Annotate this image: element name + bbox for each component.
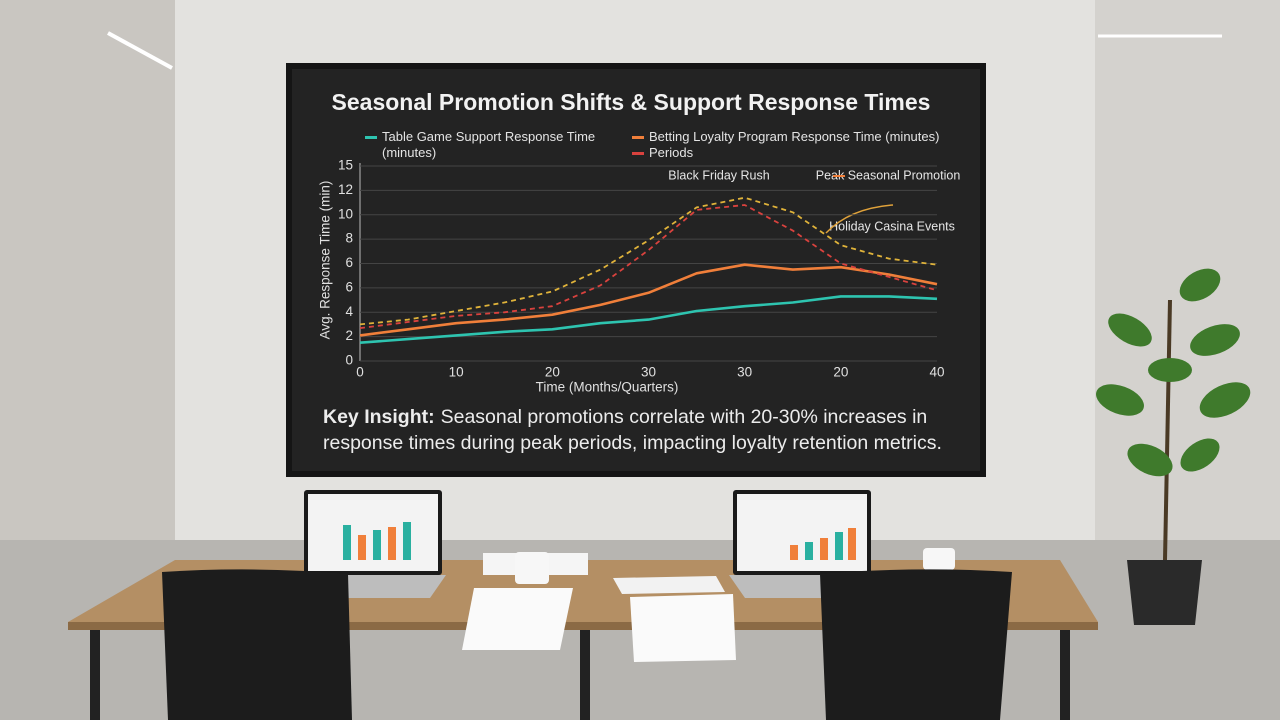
annotation: Holiday Casina Events (829, 219, 955, 233)
laptop-screen (737, 494, 867, 571)
plant-leaves (1096, 268, 1251, 477)
annotation: Peak Seasonal Promotion (816, 168, 961, 182)
laptop-bar (343, 525, 351, 560)
legend-label: Table Game Support Response Time (minute… (382, 129, 596, 160)
laptop-bar (790, 545, 798, 560)
y-tick-label: 4 (345, 304, 353, 319)
y-tick-label: 12 (338, 182, 353, 197)
legend-item: Table Game Support Response Time (minute… (365, 129, 605, 161)
x-tick-label: 40 (929, 365, 944, 380)
laptop-bar (805, 542, 813, 560)
laptop-bar (835, 532, 843, 560)
annotation: Black Friday Rush (668, 168, 769, 182)
legend-swatch (365, 136, 377, 139)
y-tick-label: 6 (345, 255, 353, 270)
key-insight: Key Insight: Seasonal promotions correlat… (323, 404, 973, 456)
legend-item: Periods (632, 145, 832, 161)
desk-leg (90, 630, 100, 720)
desk-edge (68, 622, 1098, 630)
chair (162, 569, 352, 720)
left-wall (0, 0, 175, 560)
laptop-bar (403, 522, 411, 560)
plant-pot (1127, 560, 1202, 625)
y-tick-label: 6 (345, 279, 353, 294)
series-line (359, 263, 938, 337)
legend-label: Periods (649, 145, 694, 160)
desk-leg (580, 630, 590, 720)
laptop-bar (388, 527, 396, 560)
laptop-bar (820, 538, 828, 560)
series-line (359, 196, 938, 326)
insight-text: Seasonal promotions correlate with 20-30… (323, 406, 942, 454)
legend-swatch (632, 152, 644, 155)
document (613, 576, 725, 594)
cup (923, 548, 955, 570)
series-line (359, 295, 938, 344)
y-tick-label: 8 (345, 231, 353, 246)
y-tick-label: 0 (345, 353, 353, 368)
y-tick-label: 10 (338, 206, 353, 221)
chair (820, 569, 1012, 720)
chart-title: Seasonal Promotion Shifts & Support Resp… (332, 89, 931, 115)
x-tick-label: 20 (833, 365, 848, 380)
x-tick-label: 30 (641, 365, 656, 380)
annotation-arrow (825, 204, 894, 234)
plant-stem (1163, 299, 1172, 561)
document (630, 594, 736, 662)
legend-item: Betting Loyalty Program Response Time (m… (632, 129, 952, 145)
y-tick-label: 2 (345, 328, 353, 343)
y-axis-label: Avg. Response Time (min) (318, 181, 333, 340)
x-tick-label: 20 (545, 365, 560, 380)
legend-label: Betting Loyalty Program Response Time (m… (649, 129, 940, 144)
cup (515, 552, 549, 584)
laptop-bar (358, 535, 366, 560)
desk-leg (1060, 630, 1070, 720)
laptop-bar (373, 530, 381, 560)
ceiling-light (107, 31, 173, 70)
laptop-bar (848, 528, 856, 560)
x-tick-label: 10 (449, 365, 464, 380)
insight-label: Key Insight: (323, 406, 435, 428)
legend-swatch (632, 136, 644, 139)
x-axis-label: Time (Months/Quarters) (536, 380, 679, 395)
x-tick-label: 0 (356, 365, 364, 380)
y-tick-label: 15 (338, 158, 353, 173)
document (462, 588, 573, 650)
x-tick-label: 30 (737, 365, 752, 380)
